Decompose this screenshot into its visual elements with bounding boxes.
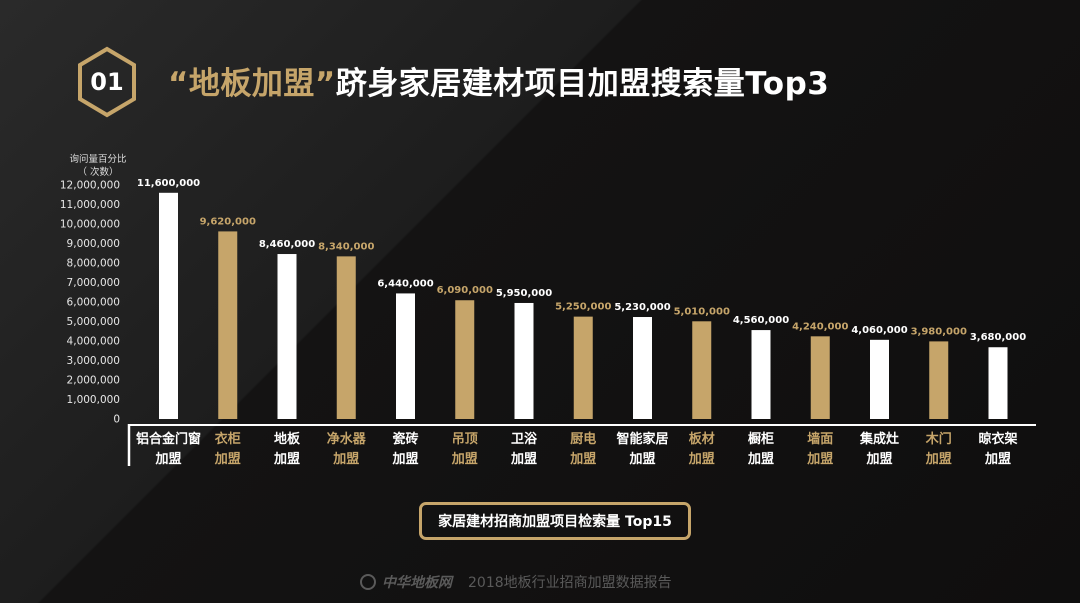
y-axis-label-line2: （ 次数） <box>77 167 119 178</box>
x-tick-label: 瓷砖 <box>392 431 418 447</box>
x-tick-label-line2: 加盟 <box>273 451 300 467</box>
x-tick-label: 板材 <box>689 431 715 447</box>
y-tick-label: 10,000,000 <box>60 219 120 231</box>
bar-value-label: 5,010,000 <box>674 306 730 317</box>
bar-value-label: 11,600,000 <box>137 178 200 189</box>
bar <box>751 330 771 419</box>
x-tick-label: 铝合金门窗 <box>136 431 201 447</box>
y-tick-label: 7,000,000 <box>67 277 120 289</box>
footer: 中华地板网 2018地板行业招商加盟数据报告 <box>360 572 672 592</box>
x-tick-label-line2: 加盟 <box>154 451 181 467</box>
bar <box>514 302 534 419</box>
y-tick-label: 5,000,000 <box>67 316 120 328</box>
x-tick-label-line2: 加盟 <box>332 451 359 467</box>
x-tick-label: 卫浴 <box>511 431 538 447</box>
bar-value-label: 4,060,000 <box>851 325 907 336</box>
bar <box>633 317 652 419</box>
bar <box>692 321 712 419</box>
footer-logo: 中华地板网 <box>382 575 452 591</box>
y-tick-label: 0 <box>113 414 120 426</box>
bar-value-label: 3,680,000 <box>970 332 1026 343</box>
bar <box>988 347 1008 419</box>
bar <box>870 339 889 419</box>
y-tick-label: 6,000,000 <box>67 297 120 309</box>
bar <box>159 192 178 419</box>
bar-value-label: 5,250,000 <box>555 302 611 313</box>
bar-value-label: 6,090,000 <box>437 285 493 296</box>
x-tick-label-line2: 加盟 <box>214 451 241 467</box>
section-number-badge: 01 <box>76 46 138 118</box>
x-tick-label: 集成灶 <box>859 431 899 447</box>
x-tick-label: 厨电 <box>570 431 596 447</box>
y-tick-label: 4,000,000 <box>67 336 120 348</box>
x-tick-label-line2: 加盟 <box>628 451 655 467</box>
logo-icon <box>360 574 376 590</box>
y-tick-label: 1,000,000 <box>67 394 120 406</box>
bar-value-label: 8,340,000 <box>318 241 374 252</box>
y-tick-label: 3,000,000 <box>67 355 120 367</box>
x-tick-label-line2: 加盟 <box>391 451 418 467</box>
y-tick-label: 11,000,000 <box>60 199 120 211</box>
bar <box>573 316 593 419</box>
bar-value-label: 3,980,000 <box>911 326 967 337</box>
x-tick-label-line2: 加盟 <box>451 451 478 467</box>
y-tick-label: 8,000,000 <box>67 258 120 270</box>
x-tick-label: 晾衣架 <box>978 431 1017 447</box>
x-tick-label-line2: 加盟 <box>688 451 715 467</box>
bar-value-label: 6,440,000 <box>377 278 433 289</box>
hexagon-icon <box>78 46 136 118</box>
title-quoted: “地板加盟” <box>168 66 336 102</box>
x-tick-label: 墙面 <box>807 431 833 447</box>
x-tick-label-line2: 加盟 <box>925 451 952 467</box>
bar <box>277 254 297 419</box>
y-axis-header: 询问量百分比 （ 次数） <box>62 153 134 179</box>
x-tick-label-line2: 加盟 <box>806 451 833 467</box>
x-tick-label: 智能家居 <box>616 431 668 447</box>
bar <box>455 300 475 419</box>
x-tick-label: 净水器 <box>327 431 367 447</box>
bar-value-label: 5,950,000 <box>496 288 552 299</box>
title-rest: 跻身家居建材项目加盟搜索量Top3 <box>335 66 830 102</box>
x-tick-label: 橱柜 <box>748 431 774 447</box>
bar-value-label: 4,240,000 <box>792 321 848 332</box>
x-tick-label: 地板 <box>274 431 301 447</box>
section-number: 01 <box>90 68 124 96</box>
x-tick-label-line2: 加盟 <box>747 451 774 467</box>
x-tick-label-line2: 加盟 <box>984 451 1011 467</box>
bar <box>929 341 949 419</box>
bar-value-label: 8,460,000 <box>259 239 315 250</box>
bar <box>218 231 238 419</box>
y-tick-label: 9,000,000 <box>67 238 120 250</box>
x-tick-label-line2: 加盟 <box>510 451 537 467</box>
y-tick-label: 12,000,000 <box>60 180 120 192</box>
footer-text: 2018地板行业招商加盟数据报告 <box>468 575 672 591</box>
y-axis-label-line1: 询问量百分比 <box>69 154 127 165</box>
bar-value-label: 5,230,000 <box>614 302 670 313</box>
bar <box>396 293 415 419</box>
bar-value-label: 4,560,000 <box>733 315 789 326</box>
bar <box>336 256 356 419</box>
x-tick-label-line2: 加盟 <box>569 451 596 467</box>
bar <box>810 336 830 419</box>
x-tick-label: 吊顶 <box>452 432 478 447</box>
page-title: “地板加盟”跻身家居建材项目加盟搜索量Top3 <box>168 58 829 103</box>
chart-caption: 家居建材招商加盟项目检索量 Top15 <box>419 502 691 540</box>
bar-value-label: 9,620,000 <box>200 216 256 227</box>
x-tick-label-line2: 加盟 <box>865 451 892 467</box>
y-tick-label: 2,000,000 <box>67 375 120 387</box>
x-tick-label: 衣柜 <box>215 431 241 447</box>
x-tick-label: 木门 <box>925 431 952 447</box>
